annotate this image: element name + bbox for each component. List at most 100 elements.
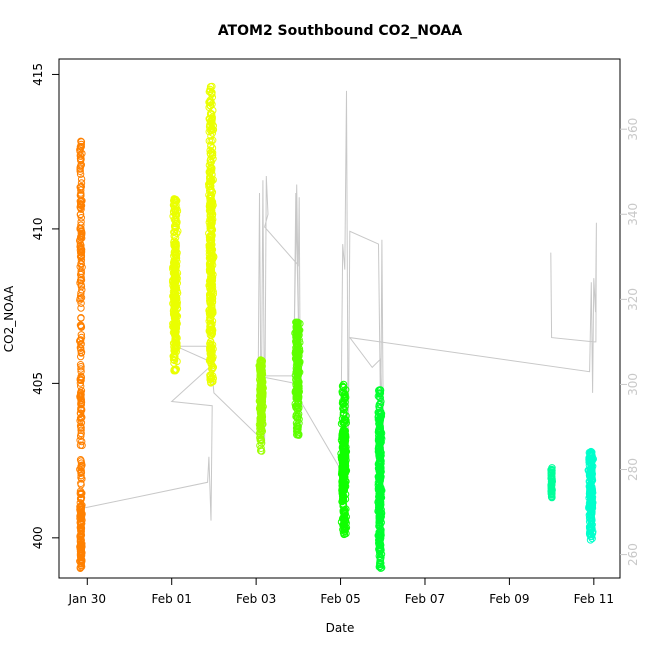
data-point xyxy=(257,447,265,455)
data-point xyxy=(77,419,86,427)
data-point xyxy=(207,132,215,140)
data-point xyxy=(257,418,265,426)
data-point xyxy=(77,511,86,519)
data-point xyxy=(375,442,383,451)
data-point xyxy=(77,179,86,187)
data-point xyxy=(76,487,85,495)
data-point xyxy=(171,302,179,310)
data-point xyxy=(295,415,303,423)
data-point xyxy=(77,214,86,222)
data-point xyxy=(338,455,346,463)
data-point xyxy=(205,137,214,145)
x-tick-label: Feb 01 xyxy=(152,592,192,606)
series-segment-4 xyxy=(255,356,267,455)
data-point xyxy=(257,358,265,366)
series-segment-8 xyxy=(547,464,556,502)
data-point xyxy=(293,389,301,397)
data-point xyxy=(375,552,383,560)
data-point xyxy=(257,396,265,404)
data-point xyxy=(78,437,86,446)
data-point xyxy=(208,255,217,264)
data-point xyxy=(375,386,384,394)
data-point xyxy=(375,479,384,487)
data-point xyxy=(338,430,347,438)
data-point xyxy=(339,404,347,413)
data-point xyxy=(78,286,86,294)
data-point xyxy=(376,453,384,461)
data-point xyxy=(339,470,348,478)
data-point xyxy=(207,178,215,187)
data-point xyxy=(77,559,85,567)
data-point xyxy=(206,268,214,276)
data-point xyxy=(375,475,383,483)
data-point xyxy=(208,331,216,339)
data-point xyxy=(78,263,86,271)
data-point xyxy=(257,444,265,452)
data-point xyxy=(76,514,84,523)
data-point xyxy=(207,374,216,383)
data-point xyxy=(377,464,385,473)
data-point xyxy=(77,406,86,414)
data-point xyxy=(76,165,84,173)
y-tick-label: 415 xyxy=(31,63,45,86)
data-point xyxy=(294,328,302,336)
data-point xyxy=(292,368,300,376)
data-point xyxy=(207,306,216,314)
data-point xyxy=(77,294,86,302)
data-point xyxy=(77,245,86,254)
data-point xyxy=(258,414,266,422)
y2-tick-label: 280 xyxy=(626,458,640,481)
data-point xyxy=(256,432,265,440)
data-point xyxy=(77,382,85,390)
data-point xyxy=(340,405,348,414)
data-point xyxy=(76,456,85,464)
data-point xyxy=(77,506,85,514)
data-point xyxy=(340,443,348,451)
data-point xyxy=(375,426,384,434)
data-point xyxy=(77,365,85,373)
data-point xyxy=(547,471,555,480)
data-point xyxy=(206,157,215,165)
data-point xyxy=(375,404,384,412)
data-point xyxy=(376,554,385,563)
series-segment-1 xyxy=(76,137,86,572)
series-segment-3 xyxy=(205,82,218,387)
data-point xyxy=(548,477,556,485)
data-point xyxy=(338,486,346,495)
data-point xyxy=(209,136,217,145)
data-point xyxy=(77,527,85,535)
data-point xyxy=(76,294,84,303)
data-point xyxy=(77,393,85,401)
data-point xyxy=(171,207,180,216)
axes-layer: 400 405 410 415 260 280 300 320 340 360 Jan 30 Feb … xyxy=(31,58,640,606)
data-point xyxy=(76,543,85,552)
data-point xyxy=(77,349,86,357)
data-point xyxy=(172,215,180,224)
data-point xyxy=(340,512,348,520)
data-point xyxy=(374,446,383,454)
data-point xyxy=(77,519,86,528)
data-point xyxy=(208,117,216,125)
y2-tick-label: 340 xyxy=(626,203,640,226)
data-point xyxy=(76,252,85,261)
data-point xyxy=(206,314,215,323)
data-point xyxy=(207,310,215,318)
data-point xyxy=(172,220,180,228)
data-point xyxy=(171,195,179,204)
data-point xyxy=(340,392,348,401)
data-point xyxy=(77,205,85,213)
data-point xyxy=(77,346,85,354)
data-point xyxy=(173,343,181,352)
data-point xyxy=(77,138,86,146)
data-point xyxy=(292,318,300,326)
data-point xyxy=(172,251,181,260)
data-point xyxy=(208,231,216,240)
data-point xyxy=(257,437,266,445)
x-tick-label: Feb 11 xyxy=(574,592,614,606)
data-point xyxy=(292,419,301,427)
data-point xyxy=(375,537,383,546)
data-point xyxy=(77,323,86,331)
data-point xyxy=(206,204,214,212)
data-point xyxy=(341,439,349,447)
data-point xyxy=(76,237,84,245)
